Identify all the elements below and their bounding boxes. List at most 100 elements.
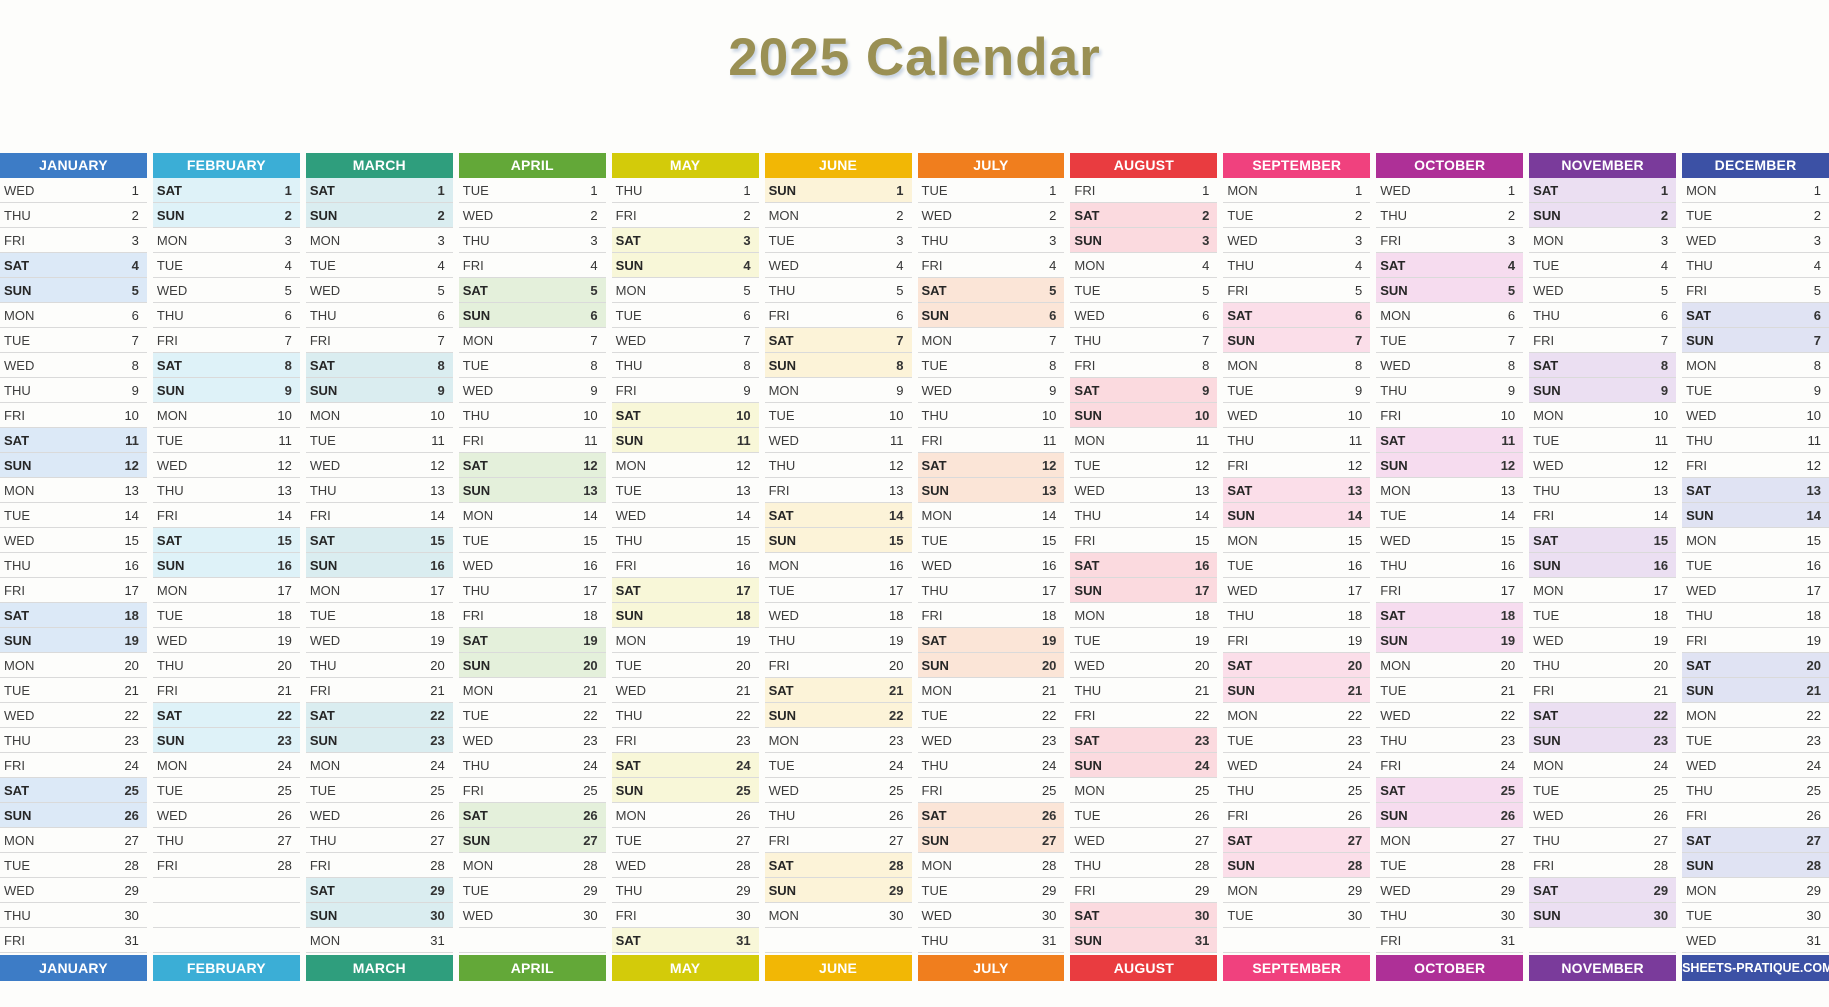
day-number: 8 — [1049, 357, 1057, 373]
day-name: TUE — [768, 232, 795, 248]
day-cell: THU 6 — [305, 303, 453, 328]
day-number: 12 — [1806, 457, 1821, 473]
day-name: SUN — [921, 307, 949, 323]
day-name: THU — [1227, 782, 1255, 798]
day-name: MON — [768, 382, 799, 398]
day-name: SAT — [4, 607, 30, 623]
day-cell: FRI 29 — [1070, 878, 1218, 903]
day-name: TUE — [309, 782, 336, 798]
day-cell: SAT 16 — [1070, 553, 1218, 578]
day-cell: MON 31 — [305, 928, 453, 953]
day-number: 26 — [1194, 807, 1210, 823]
day-number: 20 — [277, 657, 292, 673]
day-name: WED — [615, 507, 646, 523]
day-cell: WED 22 — [1376, 703, 1524, 728]
day-name: TUE — [615, 307, 642, 323]
day-name: WED — [156, 457, 188, 473]
day-cell: SUN 28 — [1682, 853, 1829, 878]
day-cell — [152, 928, 300, 953]
day-cell: SAT 15 — [152, 528, 300, 553]
day-name: FRI — [309, 857, 331, 873]
day-number: 1 — [590, 182, 598, 198]
day-number: 7 — [1202, 332, 1210, 348]
day-number: 20 — [583, 657, 598, 673]
day-name: WED — [462, 207, 494, 223]
day-number: 29 — [1806, 882, 1821, 898]
day-cell: MON 22 — [1682, 703, 1829, 728]
day-cell: WED 29 — [0, 878, 147, 903]
day-name: SUN — [1533, 207, 1561, 223]
day-name: WED — [156, 282, 188, 298]
day-number: 29 — [430, 882, 445, 898]
day-number: 31 — [736, 932, 751, 948]
day-name: SUN — [4, 632, 32, 648]
day-cell: SUN 14 — [1223, 503, 1371, 528]
day-number: 1 — [437, 182, 445, 198]
day-name: FRI — [615, 207, 637, 223]
day-number: 20 — [1806, 657, 1821, 673]
day-name: SUN — [1227, 857, 1255, 873]
day-cell: THU 21 — [1070, 678, 1218, 703]
day-number: 2 — [896, 207, 904, 223]
day-name: WED — [1227, 407, 1258, 423]
day-cell: MON 24 — [152, 753, 300, 778]
day-cell: THU 17 — [917, 578, 1065, 603]
day-cell: THU 8 — [611, 353, 759, 378]
day-cell: TUE 3 — [764, 228, 912, 253]
day-name: THU — [156, 832, 184, 848]
day-name: FRI — [615, 907, 637, 923]
day-number: 8 — [590, 357, 598, 373]
day-number: 13 — [736, 482, 751, 498]
day-cell: THU 27 — [305, 828, 453, 853]
day-cell — [1529, 928, 1677, 953]
day-number: 28 — [1194, 857, 1210, 873]
day-number: 2 — [1355, 207, 1363, 223]
day-name: TUE — [462, 532, 489, 548]
day-cell: WED 1 — [1376, 178, 1524, 203]
day-number: 8 — [131, 357, 139, 373]
day-name: SUN — [1380, 282, 1408, 298]
day-name: SUN — [462, 832, 491, 848]
day-cell: WED 16 — [458, 553, 606, 578]
day-name: TUE — [156, 782, 183, 798]
day-name: THU — [1074, 857, 1102, 873]
day-cell: FRI 12 — [1682, 453, 1829, 478]
day-cell: WED 10 — [1682, 403, 1829, 428]
day-name: SUN — [1074, 757, 1102, 773]
day-name: WED — [615, 332, 646, 348]
day-cell: MON 10 — [305, 403, 453, 428]
day-number: 31 — [1194, 932, 1210, 948]
day-cell: FRI 19 — [1682, 628, 1829, 653]
day-name: SUN — [615, 257, 644, 273]
day-name: WED — [156, 632, 188, 648]
day-cell: SAT 12 — [458, 453, 606, 478]
day-cell: TUE 15 — [917, 528, 1065, 553]
day-number: 23 — [1041, 732, 1057, 748]
day-cell: WED 8 — [1376, 353, 1524, 378]
day-name: FRI — [768, 657, 790, 673]
day-cell: SAT 29 — [1529, 878, 1677, 903]
month-header-top: MARCH — [305, 153, 453, 178]
day-cell: MON 18 — [1070, 603, 1218, 628]
day-name: MON — [1227, 882, 1258, 898]
day-cell: WED 14 — [611, 503, 759, 528]
day-number: 13 — [1194, 482, 1210, 498]
day-number: 27 — [1194, 832, 1210, 848]
day-cell: TUE 8 — [917, 353, 1065, 378]
day-cell: TUE 21 — [0, 678, 147, 703]
day-name: THU — [1074, 507, 1102, 523]
day-number: 16 — [1194, 557, 1210, 573]
day-name: SAT — [4, 782, 30, 798]
day-number: 16 — [889, 557, 904, 573]
day-cell: THU 9 — [1376, 378, 1524, 403]
day-number: 7 — [1507, 332, 1516, 348]
day-cell: TUE 28 — [0, 853, 147, 878]
day-cell: SAT 18 — [1376, 603, 1524, 628]
day-name: SUN — [309, 207, 338, 223]
day-name: THU — [309, 832, 337, 848]
day-number: 16 — [124, 557, 139, 573]
day-cell: SUN 27 — [917, 828, 1065, 853]
day-name: SAT — [768, 682, 794, 698]
month-header-bottom: MAY — [611, 955, 759, 981]
day-name: MON — [1380, 832, 1411, 848]
